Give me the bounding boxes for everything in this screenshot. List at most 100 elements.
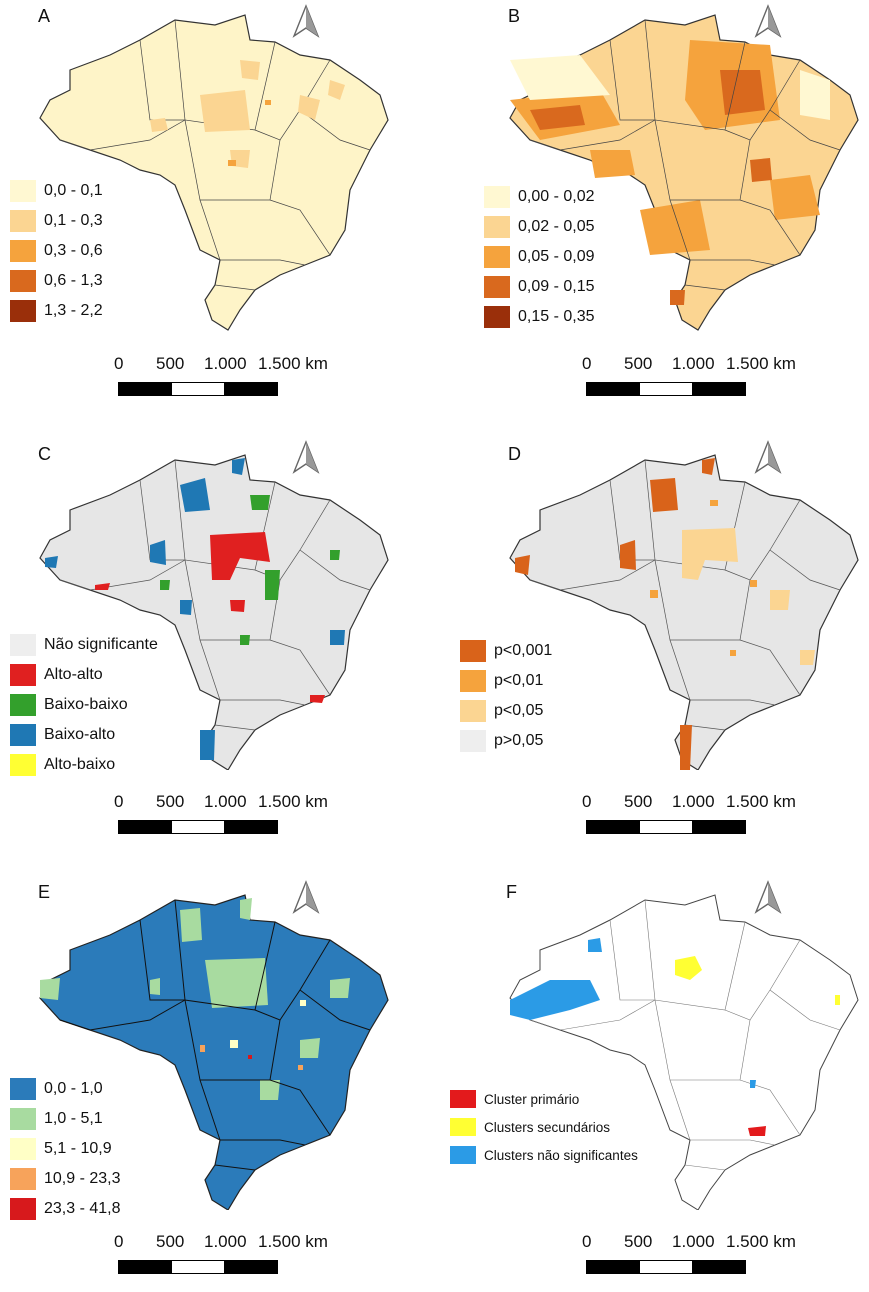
panel-letter-f: F <box>506 882 517 902</box>
scale-label: 0 <box>114 1232 124 1251</box>
legend-label: 10,9 - 23,3 <box>44 1170 121 1187</box>
swatch <box>10 300 36 322</box>
scale-label: 1.500 km <box>726 354 796 373</box>
legend-label: p<0,001 <box>494 642 553 659</box>
north-arrow-icon <box>754 4 782 43</box>
scale-bar-e: 0 500 1.000 1.500 km <box>114 1232 328 1292</box>
scale-label: 0 <box>582 792 592 811</box>
north-arrow-icon <box>754 440 782 479</box>
scale-label: 1.000 <box>672 354 715 373</box>
swatch <box>10 634 36 656</box>
swatch <box>10 1198 36 1220</box>
brazil-map-c <box>39 454 389 770</box>
panel-d: D p<0,001 p<0,01 p<0,05 p>0,05 <box>440 430 860 850</box>
swatch <box>484 216 510 238</box>
swatch <box>10 180 36 202</box>
legend-label: 0,0 - 0,1 <box>44 182 103 199</box>
brazil-map-f <box>509 894 859 1210</box>
swatch <box>10 1078 36 1100</box>
legend-label: 5,1 - 10,9 <box>44 1140 112 1157</box>
panel-letter-c: C <box>38 444 51 464</box>
north-arrow-icon <box>754 880 782 919</box>
panel-letter-d: D <box>508 444 521 464</box>
swatch <box>10 1138 36 1160</box>
legend-label: Cluster primário <box>484 1091 580 1107</box>
swatch <box>10 1168 36 1190</box>
legend-label: 0,1 - 0,3 <box>44 212 103 229</box>
swatch <box>484 306 510 328</box>
swatch <box>484 276 510 298</box>
scale-label: 1.000 <box>672 792 715 811</box>
scale-bar-d: 0 500 1.000 1.500 km <box>582 792 796 852</box>
legend-label: 0,05 - 0,09 <box>518 248 595 265</box>
legend-label: 0,3 - 0,6 <box>44 242 103 259</box>
panel-e: E 0,0 - 1,0 1,0 - 5,1 5,1 - 10,9 10,9 - … <box>0 870 420 1290</box>
scale-label: 500 <box>624 792 653 811</box>
panel-letter-e: E <box>38 882 51 902</box>
scale-label: 1.500 km <box>726 1232 796 1251</box>
scale-label: 1.500 km <box>726 792 796 811</box>
legend-label: Baixo-alto <box>44 726 116 743</box>
legend-label: 0,6 - 1,3 <box>44 272 103 289</box>
scale-label: 1.500 km <box>258 1232 328 1251</box>
swatch <box>10 664 36 686</box>
swatch <box>460 670 486 692</box>
panel-letter-b: B <box>508 6 521 26</box>
scale-bar-b: 0 500 1.000 1.500 km <box>582 354 796 414</box>
scale-label: 500 <box>624 354 653 373</box>
swatch <box>460 700 486 722</box>
legend-label: Clusters não significantes <box>484 1147 638 1163</box>
scale-label: 1.000 <box>204 354 247 373</box>
swatch <box>484 246 510 268</box>
legend-label: p<0,05 <box>494 702 544 719</box>
legend-label: 0,00 - 0,02 <box>518 188 595 205</box>
legend-label: p<0,01 <box>494 672 544 689</box>
legend-label: Alto-baixo <box>44 756 116 773</box>
scale-label: 500 <box>156 354 185 373</box>
scale-label: 500 <box>624 1232 653 1251</box>
swatch <box>450 1090 476 1108</box>
legend-label: Clusters secundários <box>484 1119 611 1135</box>
scale-label: 1.500 km <box>258 792 328 811</box>
brazil-map-d <box>509 454 859 770</box>
swatch <box>10 1108 36 1130</box>
swatch <box>10 754 36 776</box>
panel-f: F Cluster primário Clusters secundários … <box>440 870 860 1290</box>
swatch <box>10 210 36 232</box>
swatch <box>450 1118 476 1136</box>
swatch <box>10 240 36 262</box>
scale-bar-f: 0 500 1.000 1.500 km <box>582 1232 796 1292</box>
swatch <box>10 270 36 292</box>
scale-label: 1.000 <box>672 1232 715 1251</box>
legend-label: p>0,05 <box>494 732 544 749</box>
scale-label: 1.500 km <box>258 354 328 373</box>
scale-label: 0 <box>582 1232 592 1251</box>
scale-bar-c: 0 500 1.000 1.500 km <box>114 792 328 852</box>
scale-label: 0 <box>582 354 592 373</box>
brazil-map-b <box>509 14 859 331</box>
legend-label: Não significante <box>44 636 158 653</box>
scale-label: 1.000 <box>204 1232 247 1251</box>
north-arrow-icon <box>292 440 320 479</box>
scale-label: 1.000 <box>204 792 247 811</box>
legend-label: 0,02 - 0,05 <box>518 218 595 235</box>
legend-label: 0,15 - 0,35 <box>518 308 595 325</box>
swatch <box>460 640 486 662</box>
legend-label: Baixo-baixo <box>44 696 128 713</box>
panel-letter-a: A <box>38 6 51 26</box>
brazil-map-e <box>39 894 389 1210</box>
swatch <box>10 724 36 746</box>
north-arrow-icon <box>292 4 320 43</box>
scale-label: 500 <box>156 1232 185 1251</box>
panel-a: A 0,0 - 0,1 0,1 - 0,3 0,3 - 0,6 0,6 - 1,… <box>0 0 420 420</box>
legend-label: 23,3 - 41,8 <box>44 1200 121 1217</box>
scale-label: 500 <box>156 792 185 811</box>
legend-label: 0,09 - 0,15 <box>518 278 595 295</box>
swatch <box>10 694 36 716</box>
scale-label: 0 <box>114 354 124 373</box>
brazil-map-a <box>39 14 389 331</box>
north-arrow-icon <box>292 880 320 919</box>
swatch <box>460 730 486 752</box>
legend-label: 1,3 - 2,2 <box>44 302 103 319</box>
swatch <box>484 186 510 208</box>
